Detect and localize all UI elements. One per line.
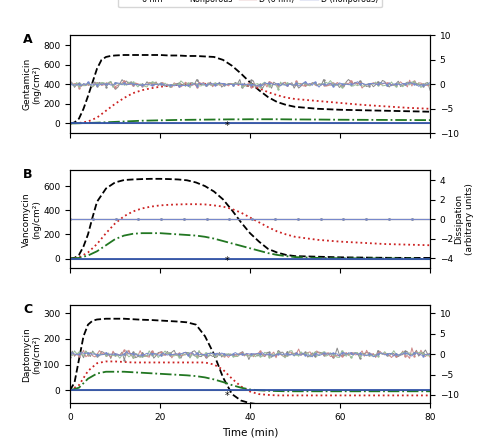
X-axis label: Time (min): Time (min) bbox=[222, 427, 278, 437]
Y-axis label: Vancomycin
(ng/cm²): Vancomycin (ng/cm²) bbox=[22, 192, 42, 247]
Y-axis label: Daptomycin
(ng/cm²): Daptomycin (ng/cm²) bbox=[22, 327, 42, 381]
Text: *: * bbox=[225, 391, 230, 401]
Text: A: A bbox=[23, 34, 33, 47]
Text: C: C bbox=[23, 303, 32, 316]
Legend: 7 nm, 6 nm, 4 nm, Nonporous, D (7 nm), D (6 nm), D (4 nm), D (nonporous): 7 nm, 6 nm, 4 nm, Nonporous, D (7 nm), D… bbox=[118, 0, 382, 8]
Text: *: * bbox=[225, 256, 230, 266]
Text: *: * bbox=[225, 121, 230, 131]
Text: B: B bbox=[23, 168, 32, 182]
Y-axis label: Gentamicin
(ng/cm²): Gentamicin (ng/cm²) bbox=[22, 58, 42, 110]
Y-axis label: Dissipation
(arbitrary units): Dissipation (arbitrary units) bbox=[454, 183, 473, 255]
